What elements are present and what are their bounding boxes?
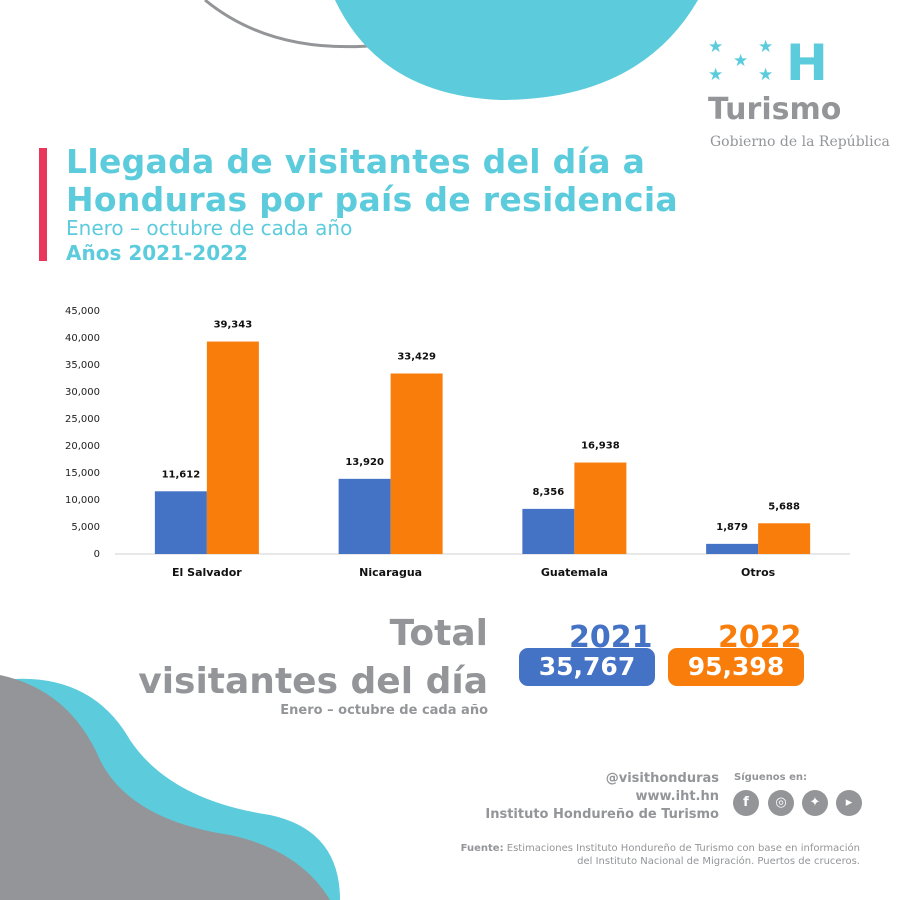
y-tick-label: 10,000 <box>65 495 100 506</box>
page-title: Llegada de visitantes del día a Honduras… <box>66 143 678 219</box>
subtitle: Enero – octubre de cada año <box>66 216 353 240</box>
source-line-2: del Instituto Nacional de Migración. Pue… <box>577 856 860 867</box>
category-label: El Salvador <box>172 566 242 579</box>
logo-subtitle: Gobierno de la República <box>710 134 890 150</box>
bar-2022 <box>206 341 259 554</box>
facebook-icon[interactable]: f <box>733 790 759 816</box>
total-line-1: Total <box>389 613 488 654</box>
decor-teal-top <box>335 0 698 100</box>
instagram-icon[interactable]: ◎ <box>768 790 794 816</box>
source-label: Fuente: <box>460 843 504 854</box>
follow-label: Síguenos en: <box>734 772 808 783</box>
source-line-1: Estimaciones Instituto Hondureño de Turi… <box>503 843 860 854</box>
star-icon: ★ <box>733 51 749 71</box>
twitter-icon[interactable]: ✦ <box>802 790 828 816</box>
total-value-2022: 95,398 <box>668 648 804 686</box>
star-icon: ★ <box>758 65 774 85</box>
data-label: 16,938 <box>581 441 620 452</box>
data-label: 8,356 <box>533 487 565 498</box>
category-label: Otros <box>741 566 776 579</box>
bar-2021 <box>706 543 759 554</box>
logo-name: Turismo <box>708 92 842 127</box>
category-label: Guatemala <box>541 566 608 579</box>
data-label: 5,688 <box>768 501 800 512</box>
y-tick-label: 45,000 <box>65 306 100 317</box>
y-tick-label: 35,000 <box>65 360 100 371</box>
website-link[interactable]: www.iht.hn <box>635 789 719 804</box>
y-tick-label: 25,000 <box>65 414 100 425</box>
title-line-1: Llegada de visitantes del día a <box>66 142 646 181</box>
data-label: 11,612 <box>162 469 201 480</box>
title-line-2: Honduras por país de residencia <box>66 180 679 219</box>
data-label: 33,429 <box>397 351 436 362</box>
total-line-2: visitantes del día <box>138 661 488 702</box>
title-accent-bar <box>39 148 47 261</box>
star-icon: ★ <box>758 37 774 57</box>
total-value-2021: 35,767 <box>519 648 655 686</box>
y-tick-label: 30,000 <box>65 387 100 398</box>
footer-contact: @visithonduras www.iht.hn Instituto Hond… <box>485 770 719 824</box>
organization-name: Instituto Hondureño de Turismo <box>485 807 719 822</box>
y-tick-label: 40,000 <box>65 333 100 344</box>
social-handle[interactable]: @visithonduras <box>605 771 719 786</box>
y-tick-label: 5,000 <box>71 522 100 533</box>
total-period: Enero – octubre de cada año <box>280 703 488 718</box>
category-label: Nicaragua <box>359 566 422 579</box>
data-label: 13,920 <box>345 457 384 468</box>
youtube-icon[interactable]: ▸ <box>836 790 862 816</box>
bar-2021 <box>522 508 575 554</box>
y-tick-label: 20,000 <box>65 441 100 452</box>
y-tick-label: 15,000 <box>65 468 100 479</box>
bar-2021 <box>154 491 207 554</box>
total-heading: Total visitantes del día <box>138 610 488 706</box>
bar-chart: 0 5,000 10,000 15,000 20,000 25,000 30,000 35,0… <box>65 306 850 579</box>
data-label: 39,343 <box>214 320 253 331</box>
bar-2022 <box>758 523 811 554</box>
star-icon: ★ <box>708 65 724 85</box>
bar-2021 <box>338 478 391 554</box>
star-icon: ★ <box>708 37 724 57</box>
years-label: Años 2021-2022 <box>66 241 248 265</box>
bar-2022 <box>574 462 627 554</box>
logo-letter: H <box>786 34 828 92</box>
y-tick-label: 0 <box>94 549 100 560</box>
decor-gray-bottom <box>0 675 330 900</box>
source-note: Fuente: Estimaciones Instituto Hondureño… <box>461 842 860 868</box>
data-label: 1,879 <box>716 522 748 533</box>
bar-2022 <box>390 373 443 554</box>
